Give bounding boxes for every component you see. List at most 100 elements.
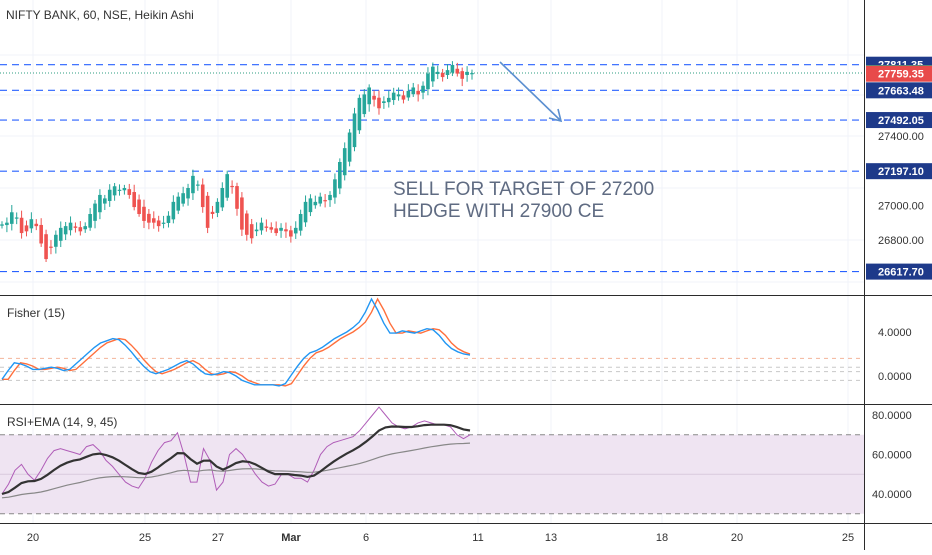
- price-level-tag: [866, 65, 932, 82]
- candle-body: [54, 234, 58, 247]
- candle-body: [39, 224, 43, 244]
- candle-body: [338, 162, 342, 189]
- candle-body: [93, 203, 97, 221]
- time-tick-label: 6: [363, 532, 369, 544]
- candle-body: [411, 87, 416, 95]
- time-tick-label: 20: [27, 532, 39, 544]
- fisher-title: Fisher (15): [7, 306, 65, 320]
- candle-body: [240, 197, 244, 230]
- candle-body: [220, 188, 225, 208]
- candle-body: [107, 189, 112, 201]
- candle-body: [205, 195, 210, 228]
- fisher-signal-line: [2, 297, 471, 387]
- candle-body: [230, 185, 234, 188]
- candle-body: [254, 229, 259, 232]
- fisher-axis-ticks[interactable]: 4.0000 0.0000: [878, 327, 912, 383]
- candle-body: [34, 223, 39, 227]
- time-tick-label: 13: [545, 532, 557, 544]
- candle-body: [166, 215, 171, 223]
- grid-lines: [0, 0, 864, 523]
- candle-body: [44, 234, 48, 260]
- candle-body: [435, 71, 440, 75]
- candle-body: [14, 217, 19, 219]
- candle-body: [386, 97, 391, 103]
- candle-body: [73, 226, 78, 228]
- rsi-tick-label: 60.0000: [872, 450, 912, 462]
- rsi-ema-slow-line: [1, 442, 471, 499]
- price-level-label: 27663.48: [878, 85, 924, 97]
- price-level-tag: [866, 112, 932, 129]
- candle-body: [357, 97, 362, 131]
- fisher-series: [1, 297, 471, 387]
- candle-body: [244, 213, 249, 235]
- candle-body: [367, 87, 371, 105]
- candle-body: [382, 101, 386, 103]
- annotation-line-2[interactable]: HEDGE WITH 27900 CE: [393, 201, 604, 222]
- fisher-tick-label: 0.0000: [878, 371, 912, 383]
- candle-body: [362, 94, 367, 115]
- candle-body: [171, 201, 176, 220]
- price-level-label: 27759.35: [878, 69, 924, 81]
- candle-body: [68, 222, 73, 231]
- price-level-labels: 27811.3527763.4827759.3527663.4827492.05…: [866, 56, 932, 280]
- candle-body: [323, 200, 327, 202]
- time-tick-label: 25: [139, 532, 151, 544]
- candle-body: [396, 94, 401, 97]
- time-axis-labels[interactable]: 20 25 27 Mar 6 11 13 18 20 25: [27, 532, 854, 544]
- candle-body: [372, 95, 376, 100]
- candle-body: [289, 230, 293, 237]
- candle-body: [78, 227, 83, 232]
- annotation-line-1[interactable]: SELL FOR TARGET OF 27200: [393, 179, 654, 200]
- candle-body: [63, 226, 68, 235]
- candle-body: [426, 73, 430, 90]
- candle-body: [186, 188, 190, 199]
- candle-body: [147, 213, 151, 223]
- candle-body: [416, 90, 420, 95]
- rsi-tick-label: 80.0000: [872, 410, 912, 422]
- candle-body: [470, 73, 474, 75]
- candle-body: [259, 222, 264, 231]
- candle-body: [9, 212, 14, 224]
- time-tick-label: 25: [842, 532, 854, 544]
- candle-body: [352, 113, 357, 148]
- candle-body: [196, 184, 200, 186]
- candle-body: [191, 175, 195, 194]
- price-tick-label: 27400.00: [878, 131, 924, 143]
- candle-body: [465, 71, 469, 75]
- candle-body: [225, 174, 230, 198]
- price-tick-label: 27000.00: [878, 200, 924, 212]
- candle-body: [137, 199, 141, 214]
- candle-body: [24, 225, 29, 232]
- candle-body: [0, 224, 4, 226]
- candle-body: [460, 71, 465, 79]
- rsi-series: [1, 406, 471, 499]
- candle-body: [347, 132, 352, 162]
- candle-body: [328, 194, 332, 201]
- candle-body: [298, 214, 303, 231]
- candle-body: [176, 196, 181, 211]
- price-level-tag: [866, 163, 932, 180]
- rsi-axis-ticks[interactable]: 80.0000 60.0000 40.0000: [872, 410, 912, 501]
- candle-body: [303, 201, 308, 223]
- candle-body: [5, 222, 9, 226]
- candle-body: [431, 66, 435, 82]
- candle-body: [156, 220, 161, 227]
- arrow-annotation[interactable]: [499, 61, 563, 123]
- time-tick-label: 11: [472, 532, 483, 544]
- candle-body: [112, 186, 117, 196]
- candle-body: [215, 201, 220, 213]
- time-tick-label: 18: [656, 532, 668, 544]
- candle-body: [274, 228, 278, 234]
- candle-body: [58, 227, 63, 241]
- candle-body: [249, 224, 254, 239]
- candle-body: [377, 97, 381, 109]
- candle-body: [391, 92, 396, 101]
- candle-body: [142, 206, 146, 221]
- candle-body: [151, 218, 156, 223]
- candle-body: [333, 179, 337, 198]
- candle-body: [49, 246, 53, 248]
- candle-body: [421, 85, 425, 93]
- price-level-label: 27197.10: [878, 166, 924, 178]
- price-level-tag: [866, 82, 932, 99]
